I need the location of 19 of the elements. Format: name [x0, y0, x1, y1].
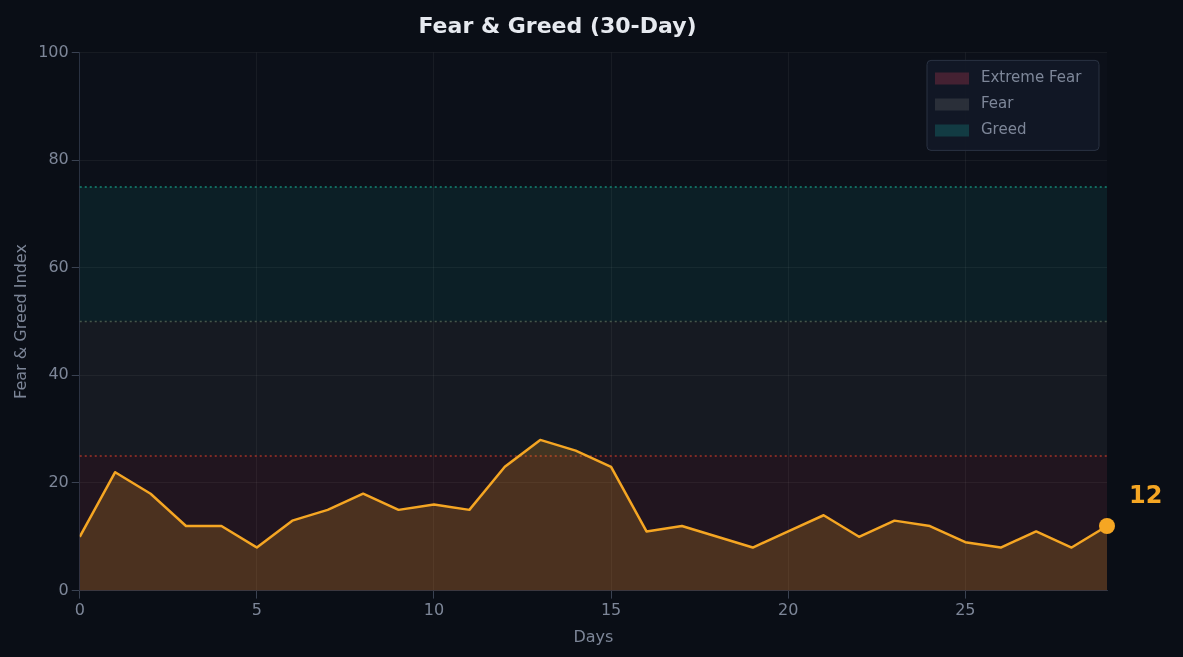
y-tick-label: 40: [48, 364, 69, 384]
x-tick-label: 20: [778, 600, 799, 620]
y-tick-label: 80: [48, 149, 69, 169]
chart-title: Fear & Greed (30-Day): [418, 12, 697, 38]
x-tick-label: 5: [251, 600, 262, 620]
x-axis-title: Days: [573, 626, 614, 646]
x-tick-label: 0: [74, 600, 85, 620]
legend-label: Extreme Fear: [981, 68, 1083, 87]
legend-label: Fear: [981, 94, 1015, 113]
annotation: 12: [1129, 481, 1163, 510]
y-tick-label: 0: [58, 579, 69, 599]
y-tick-label: 20: [48, 472, 69, 492]
x-tick-label: 15: [600, 600, 622, 620]
x-tick-label: 10: [423, 600, 445, 620]
y-tick-label: 60: [48, 256, 69, 276]
x-tick-label: 25: [955, 600, 976, 620]
y-tick-label: 100: [38, 41, 69, 61]
legend-label: Greed: [981, 120, 1027, 139]
y-axis-title: Fear & Greed Index: [10, 244, 30, 399]
